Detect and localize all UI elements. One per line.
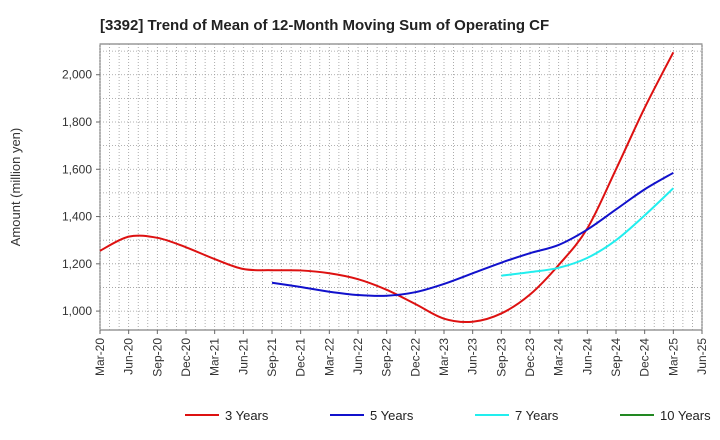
y-tick-label: 1,000 bbox=[62, 304, 92, 318]
x-tick-label: Mar-23 bbox=[437, 338, 451, 376]
x-tick-label: Jun-21 bbox=[236, 338, 250, 375]
x-tick-label: Mar-20 bbox=[93, 338, 107, 376]
series-lines bbox=[99, 51, 675, 324]
x-tick-label: Jun-23 bbox=[466, 338, 480, 375]
legend-label: 5 Years bbox=[370, 408, 414, 423]
x-tick-label: Sep-20 bbox=[150, 338, 164, 377]
y-axis-label: Amount (million yen) bbox=[8, 128, 23, 247]
x-tick-label: Jun-24 bbox=[580, 338, 594, 375]
x-tick-label: Dec-24 bbox=[638, 338, 652, 377]
x-tick-label: Sep-21 bbox=[265, 338, 279, 377]
x-tick-label: Dec-21 bbox=[294, 338, 308, 377]
gridlines bbox=[99, 44, 703, 330]
x-axis-ticks: Mar-20 Jun-20 Sep-20 Dec-20 Mar-21 Jun-21 Sep-… bbox=[93, 330, 709, 377]
x-tick-label: Sep-23 bbox=[494, 338, 508, 377]
x-tick-label: Mar-25 bbox=[666, 338, 680, 376]
x-tick-label: Mar-21 bbox=[208, 338, 222, 376]
x-tick-label: Jun-20 bbox=[122, 338, 136, 375]
x-tick-label: Jun-22 bbox=[351, 338, 365, 375]
x-tick-label: Dec-20 bbox=[179, 338, 193, 377]
series-line-7-years bbox=[501, 187, 675, 277]
y-tick-label: 2,000 bbox=[62, 68, 92, 82]
legend: 3 Years 5 Years 7 Years 10 Years bbox=[185, 408, 711, 423]
plot-area bbox=[99, 43, 703, 331]
legend-label: 7 Years bbox=[515, 408, 559, 423]
legend-label: 10 Years bbox=[660, 408, 711, 423]
y-tick-label: 1,600 bbox=[62, 162, 92, 176]
x-tick-label: Sep-22 bbox=[380, 338, 394, 377]
x-tick-label: Dec-22 bbox=[408, 338, 422, 377]
legend-label: 3 Years bbox=[225, 408, 269, 423]
x-tick-label: Jun-25 bbox=[695, 338, 709, 375]
x-tick-label: Sep-24 bbox=[609, 338, 623, 377]
series-line-5-years bbox=[271, 171, 674, 297]
x-tick-label: Mar-22 bbox=[322, 338, 336, 376]
y-tick-label: 1,800 bbox=[62, 115, 92, 129]
y-tick-label: 1,400 bbox=[62, 210, 92, 224]
x-tick-label: Dec-23 bbox=[523, 338, 537, 377]
x-tick-label: Mar-24 bbox=[552, 338, 566, 376]
chart-title: [3392] Trend of Mean of 12-Month Moving … bbox=[100, 17, 549, 34]
y-tick-label: 1,200 bbox=[62, 257, 92, 271]
y-axis-ticks: 1,000 1,200 1,400 1,600 1,800 2,000 bbox=[62, 68, 100, 318]
